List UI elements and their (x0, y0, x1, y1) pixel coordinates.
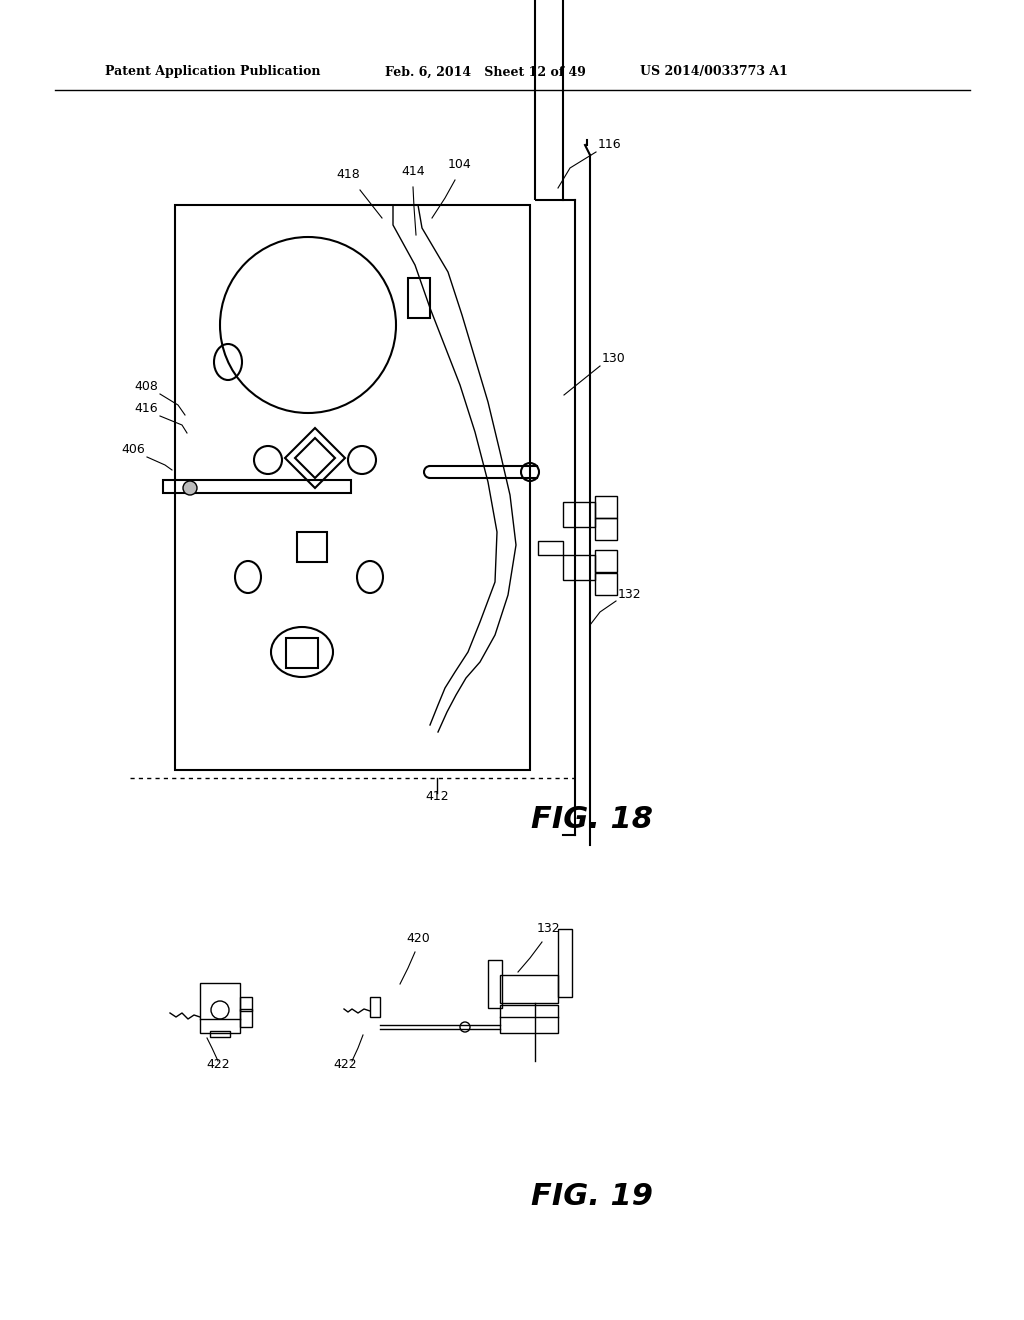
Bar (200, 983, 240, 1034)
Text: 130: 130 (602, 352, 626, 366)
Bar (558, 929, 572, 997)
Bar (297, 532, 327, 562)
Text: Patent Application Publication: Patent Application Publication (105, 66, 321, 78)
Bar (408, 279, 430, 318)
Text: 406: 406 (121, 444, 145, 455)
Text: 414: 414 (401, 165, 425, 178)
Bar (240, 997, 252, 1011)
Text: 418: 418 (336, 168, 359, 181)
Text: 132: 132 (618, 587, 642, 601)
Bar (595, 573, 617, 595)
Bar (500, 1005, 558, 1034)
Bar (210, 1031, 230, 1038)
Bar (595, 496, 617, 517)
Bar (595, 517, 617, 540)
Text: 104: 104 (449, 158, 472, 172)
Text: 408: 408 (134, 380, 158, 393)
Text: 416: 416 (134, 403, 158, 414)
Bar (175, 205, 530, 770)
Text: FIG. 18: FIG. 18 (531, 805, 653, 834)
Text: 422: 422 (206, 1059, 229, 1071)
Bar (500, 975, 558, 1003)
Text: Feb. 6, 2014   Sheet 12 of 49: Feb. 6, 2014 Sheet 12 of 49 (385, 66, 586, 78)
Bar (535, 0, 563, 201)
Bar (163, 480, 351, 492)
Text: 116: 116 (598, 139, 622, 150)
Bar (538, 541, 563, 554)
Circle shape (183, 480, 197, 495)
Bar (286, 638, 318, 668)
Text: FIG. 19: FIG. 19 (531, 1181, 653, 1210)
Text: 422: 422 (333, 1059, 356, 1071)
Text: US 2014/0033773 A1: US 2014/0033773 A1 (640, 66, 787, 78)
Bar (595, 550, 617, 572)
Bar (240, 1008, 252, 1027)
Text: 412: 412 (425, 789, 449, 803)
Text: 420: 420 (407, 932, 430, 945)
Bar (488, 960, 502, 1008)
Bar (563, 502, 595, 527)
Text: 132: 132 (537, 921, 560, 935)
Bar (370, 997, 380, 1016)
Bar (563, 554, 595, 579)
